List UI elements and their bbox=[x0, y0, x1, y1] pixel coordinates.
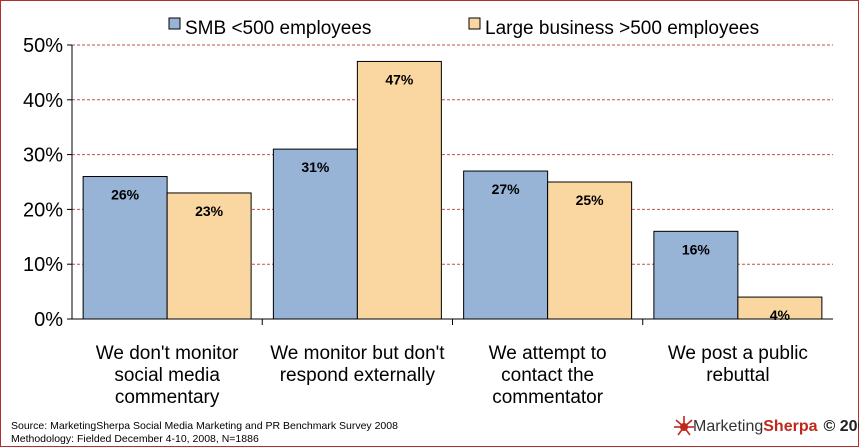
bar bbox=[166, 192, 252, 320]
legend: SMB <500 employees Large business >500 em… bbox=[168, 17, 759, 39]
data-label: 27% bbox=[492, 181, 521, 197]
category-label: respond externally bbox=[280, 365, 436, 386]
y-tick-label: 30% bbox=[23, 145, 63, 167]
data-label: 23% bbox=[195, 203, 224, 219]
category-label: social media bbox=[114, 365, 220, 386]
source-note: Source: MarketingSherpa Social Media Mar… bbox=[11, 420, 398, 432]
marketingsherpa-logo: MarketingSherpa © 2009 bbox=[673, 411, 859, 441]
category-label: We monitor but don't bbox=[270, 343, 445, 364]
category-label: contact the bbox=[501, 365, 594, 386]
legend-label: Large business >500 employees bbox=[485, 18, 759, 39]
legend-swatch bbox=[168, 17, 181, 30]
data-label: 31% bbox=[301, 159, 330, 175]
methodology-note: Methodology: Fielded December 4-10, 2008… bbox=[11, 433, 259, 445]
logo-word-marketing: Marketing bbox=[693, 418, 764, 435]
logo-word-sherpa: Sherpa bbox=[763, 418, 818, 435]
category-label: commentator bbox=[492, 387, 604, 408]
category-label: We don't monitor bbox=[96, 343, 239, 364]
bar bbox=[653, 230, 739, 320]
data-label: 16% bbox=[682, 241, 711, 257]
copyright-text: © 2009 bbox=[823, 418, 859, 435]
y-tick-label: 10% bbox=[23, 254, 63, 276]
sun-logo-icon bbox=[674, 416, 694, 436]
logo-wordmark: MarketingSherpa © 2009 bbox=[693, 418, 859, 436]
bar bbox=[547, 181, 633, 320]
legend-swatch bbox=[468, 17, 481, 30]
y-tick-label: 0% bbox=[34, 309, 63, 331]
y-tick-label: 50% bbox=[23, 35, 63, 57]
y-axis-ticks: 0% 10% 20% 30% 40% 50% bbox=[23, 35, 72, 331]
axes bbox=[71, 45, 833, 325]
category-label: We post a public bbox=[668, 343, 808, 364]
category-label: commentary bbox=[115, 387, 220, 408]
data-label: 4% bbox=[770, 307, 791, 323]
bar bbox=[356, 60, 442, 320]
data-labels: 26% 23% 31% 47% 27% 25% 16% 4% bbox=[111, 71, 790, 323]
bars bbox=[82, 60, 823, 320]
bar bbox=[463, 170, 549, 320]
data-label: 25% bbox=[576, 192, 605, 208]
y-tick-label: 40% bbox=[23, 90, 63, 112]
bar bbox=[272, 148, 358, 320]
y-tick-label: 20% bbox=[23, 199, 63, 221]
data-label: 47% bbox=[385, 71, 414, 87]
legend-label: SMB <500 employees bbox=[185, 18, 371, 39]
category-label: We attempt to bbox=[489, 343, 607, 364]
data-label: 26% bbox=[111, 187, 140, 203]
category-label: rebuttal bbox=[706, 365, 769, 386]
